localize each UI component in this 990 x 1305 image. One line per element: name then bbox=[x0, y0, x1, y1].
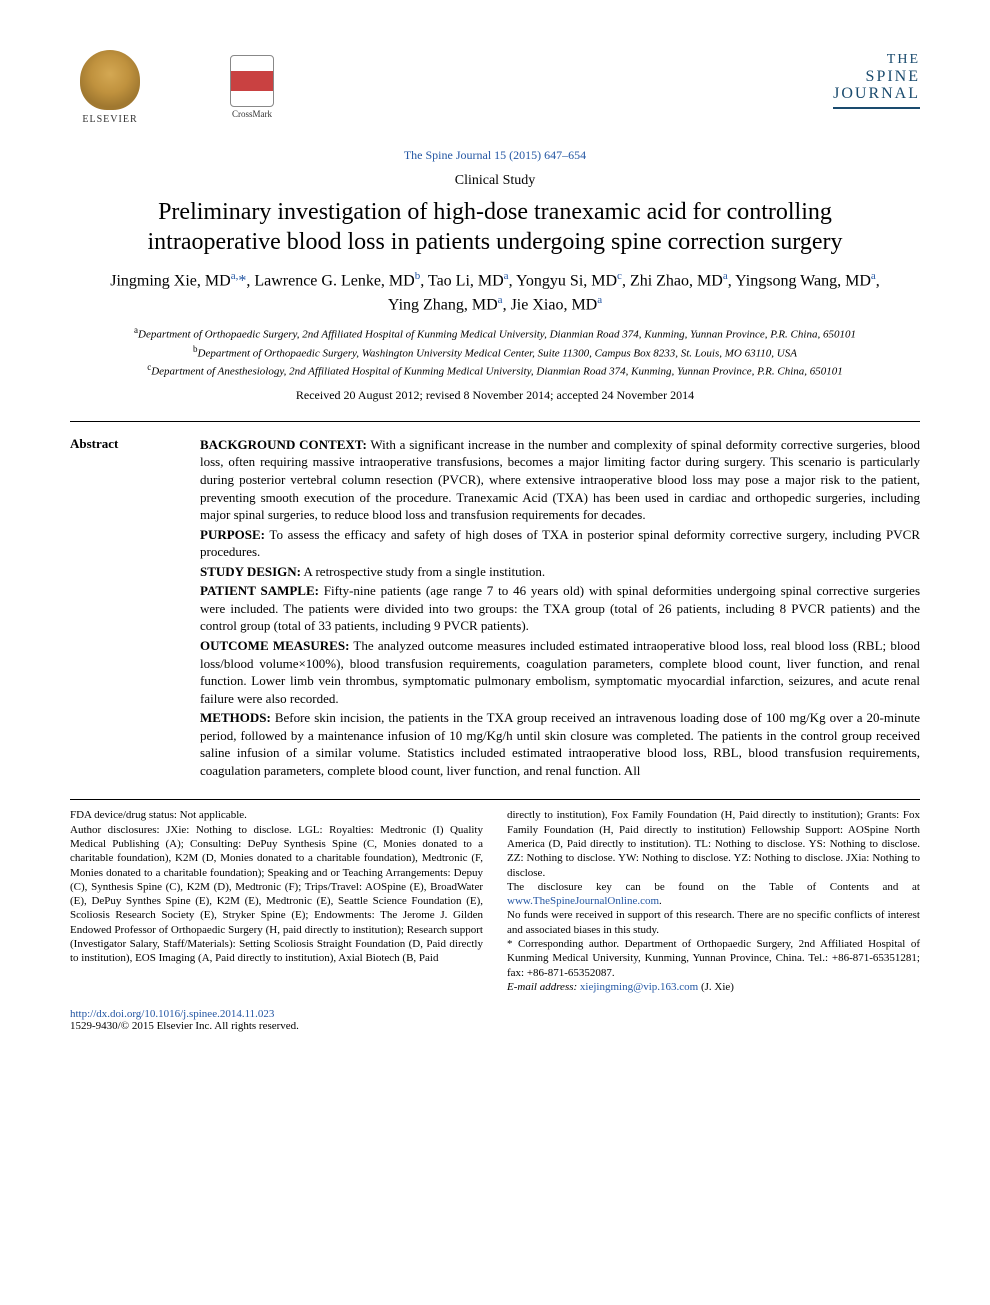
footnote-left-text: FDA device/drug status: Not applicable. … bbox=[70, 809, 483, 964]
corresponding-email[interactable]: xiejingming@vip.163.com bbox=[580, 981, 698, 993]
email-label: E-mail address: bbox=[507, 981, 580, 993]
crossmark-icon bbox=[230, 55, 274, 107]
affiliation-line: aDepartment of Orthopaedic Surgery, 2nd … bbox=[110, 324, 880, 343]
issn-copyright: 1529-9430/© 2015 Elsevier Inc. All right… bbox=[70, 1020, 920, 1032]
article-dates: Received 20 August 2012; revised 8 Novem… bbox=[70, 388, 920, 403]
abstract-body: BACKGROUND CONTEXT: With a significant i… bbox=[200, 436, 920, 781]
abstract-block: Abstract BACKGROUND CONTEXT: With a sign… bbox=[70, 436, 920, 781]
footnote-col-left: FDA device/drug status: Not applicable. … bbox=[70, 808, 483, 994]
crossmark-label: CrossMark bbox=[232, 109, 272, 119]
publisher-logo: ELSEVIER bbox=[70, 50, 150, 140]
journal-reference[interactable]: The Spine Journal 15 (2015) 647–654 bbox=[70, 148, 920, 163]
paper-page: ELSEVIER CrossMark THE SPINE JOURNAL The… bbox=[0, 0, 990, 1072]
disclosure-link[interactable]: www.TheSpineJournalOnline.com bbox=[507, 895, 659, 907]
footnote-right-1: directly to institution), Fox Family Fou… bbox=[507, 809, 920, 878]
abstract-label: Abstract bbox=[70, 436, 200, 781]
elsevier-tree-icon bbox=[80, 50, 140, 110]
affiliation-line: cDepartment of Anesthesiology, 2nd Affil… bbox=[110, 361, 880, 380]
doi-link[interactable]: http://dx.doi.org/10.1016/j.spinee.2014.… bbox=[70, 1008, 920, 1020]
abstract-section: BACKGROUND CONTEXT: With a significant i… bbox=[200, 436, 920, 524]
abstract-section: STUDY DESIGN: A retrospective study from… bbox=[200, 563, 920, 581]
journal-logo: THE SPINE JOURNAL bbox=[833, 50, 920, 109]
article-type: Clinical Study bbox=[70, 173, 920, 189]
footnotes: FDA device/drug status: Not applicable. … bbox=[70, 799, 920, 994]
author-list: Jingming Xie, MDa,*, Lawrence G. Lenke, … bbox=[100, 269, 890, 316]
footnote-right-3: No funds were received in support of thi… bbox=[507, 909, 920, 935]
affiliations: aDepartment of Orthopaedic Surgery, 2nd … bbox=[110, 324, 880, 380]
abstract-section: PATIENT SAMPLE: Fifty-nine patients (age… bbox=[200, 582, 920, 635]
email-suffix: (J. Xie) bbox=[698, 981, 734, 993]
abstract-section: METHODS: Before skin incision, the patie… bbox=[200, 709, 920, 779]
journal-logo-text: THE SPINE JOURNAL bbox=[833, 50, 920, 109]
divider-top bbox=[70, 421, 920, 422]
footnote-right-2: The disclosure key can be found on the T… bbox=[507, 881, 920, 893]
corresponding-author: * Corresponding author. Department of Or… bbox=[507, 938, 920, 979]
abstract-section: OUTCOME MEASURES: The analyzed outcome m… bbox=[200, 637, 920, 707]
crossmark-badge[interactable]: CrossMark bbox=[230, 55, 274, 119]
article-title: Preliminary investigation of high-dose t… bbox=[90, 197, 900, 257]
abstract-section: PURPOSE: To assess the efficacy and safe… bbox=[200, 526, 920, 561]
affiliation-line: bDepartment of Orthopaedic Surgery, Wash… bbox=[110, 343, 880, 362]
footnote-col-right: directly to institution), Fox Family Fou… bbox=[507, 808, 920, 994]
publisher-logo-text: ELSEVIER bbox=[82, 114, 137, 125]
header-row: ELSEVIER CrossMark THE SPINE JOURNAL bbox=[70, 50, 920, 140]
